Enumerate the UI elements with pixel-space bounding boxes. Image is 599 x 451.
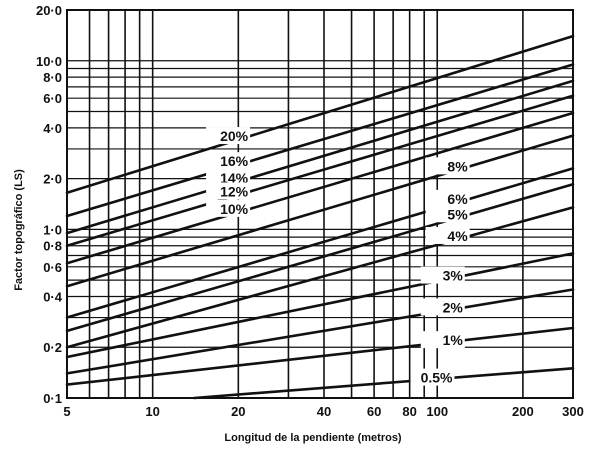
curve-label-backdrop (410, 368, 455, 386)
series-line-6pct (65, 167, 575, 319)
series-line-5pct (65, 183, 575, 333)
curve-label-backdrop (420, 331, 465, 349)
x-tick-label: 20 (231, 404, 245, 419)
curve-label-backdrop (206, 182, 251, 200)
y-tick-label: 8·0 (43, 70, 62, 85)
curve-label-backdrop (206, 199, 251, 217)
series-line-0-5pct (192, 366, 575, 400)
x-tick-label: 10 (145, 404, 159, 419)
y-tick-label: 0·4 (43, 289, 63, 304)
curve-label: 5% (447, 206, 468, 222)
y-axis-label: Factor topográfico (LS) (13, 169, 25, 291)
y-tick-label: 10·0 (36, 54, 62, 69)
x-tick-label: 200 (512, 404, 534, 419)
curve-label-backdrop (420, 298, 465, 316)
curve-label-backdrop (420, 266, 465, 284)
series-line-4pct (65, 206, 575, 349)
series-line-2pct (65, 288, 575, 375)
x-tick-label: 5 (63, 404, 70, 419)
y-tick-label: 4·0 (43, 121, 62, 136)
curve-label-backdrop (206, 152, 251, 170)
x-tick-label: 40 (317, 404, 331, 419)
curve-label: 14% (220, 170, 249, 186)
curve-label: 16% (220, 153, 249, 169)
curve-label: 12% (220, 183, 249, 199)
curve-label: 1% (443, 332, 464, 348)
y-tick-label: 0·8 (43, 239, 62, 254)
series-line-12pct (65, 94, 575, 247)
y-tick-label: 0·2 (43, 340, 62, 355)
y-tick-label: 20·0 (36, 3, 62, 18)
curve-label: 6% (447, 191, 468, 207)
series-line-16pct (65, 63, 575, 218)
chart-series (65, 34, 575, 400)
y-tick-label: 0·6 (43, 260, 62, 275)
series-line-20pct (65, 34, 575, 194)
chart-curve-labels: 20% 16%14%12% 10% 8% 6%5% 4% 3% 2% 1% 0.5% (206, 127, 470, 386)
curve-label: 0.5% (421, 370, 453, 386)
y-tick-label: 6·0 (43, 91, 62, 106)
y-tick-label: 0·1 (43, 391, 62, 406)
chart-ticks: 5 10 20 40 60 80 100 200 300 0·1 0·2 0·4 0·6 0·8 1·0 2·… (36, 3, 584, 419)
plot-border (66, 9, 574, 399)
series-line-10pct (65, 111, 575, 265)
curve-label: 2% (443, 299, 464, 315)
x-tick-label: 100 (426, 404, 448, 419)
curve-label: 20% (220, 128, 249, 144)
x-tick-label: 80 (402, 404, 416, 419)
curve-label-backdrop (206, 127, 251, 145)
curve-label-backdrop (425, 205, 470, 223)
curve-label-backdrop (425, 226, 470, 244)
x-tick-label: 60 (367, 404, 381, 419)
chart-grid (66, 9, 574, 399)
x-tick-label: 300 (562, 404, 584, 419)
series-line-3pct (65, 252, 575, 359)
plot-frame (66, 9, 574, 399)
curve-label: 10% (220, 201, 249, 217)
series-line-14pct (65, 79, 575, 235)
curve-label-backdrop (425, 189, 470, 207)
y-tick-label: 2·0 (43, 172, 62, 187)
curve-label: 8% (447, 158, 468, 174)
series-line-1pct (65, 326, 575, 386)
series-line-8pct (65, 134, 575, 288)
curve-label: 4% (447, 228, 468, 244)
curve-label: 3% (443, 268, 464, 284)
x-axis-label: Longitud de la pendiente (metros) (224, 432, 402, 444)
y-tick-label: 1·0 (43, 222, 62, 237)
curve-label-backdrop (425, 157, 470, 175)
curve-label-backdrop (206, 169, 251, 187)
